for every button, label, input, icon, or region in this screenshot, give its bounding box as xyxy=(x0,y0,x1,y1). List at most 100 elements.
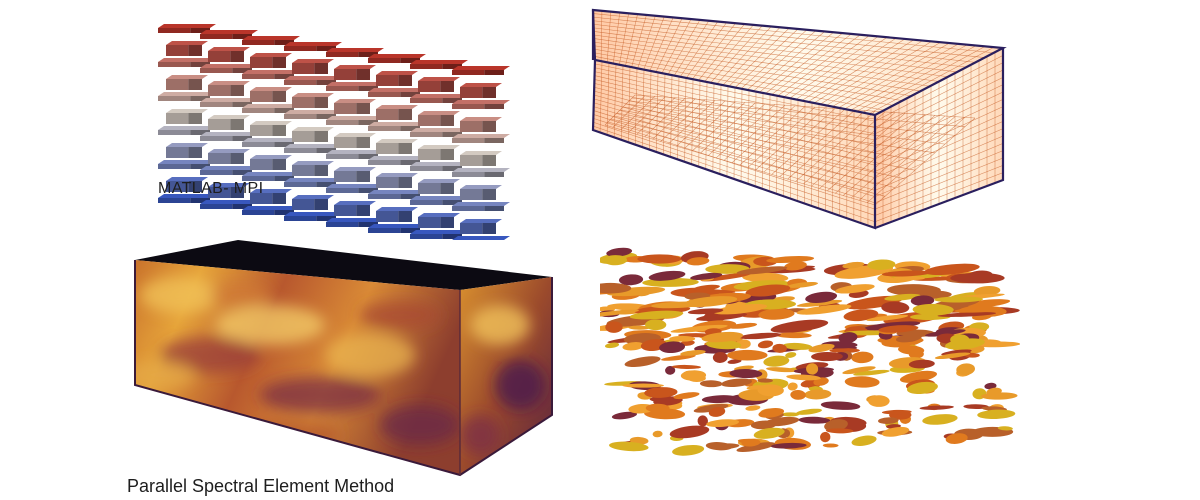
slab-front xyxy=(208,119,231,130)
isosurface-streak xyxy=(842,366,876,375)
isosurface-streak xyxy=(782,342,813,350)
isosurface-streak xyxy=(693,289,736,294)
mesh-line xyxy=(593,114,876,204)
isosurface-streak xyxy=(919,405,954,410)
slab-front xyxy=(376,211,399,222)
isosurface-streak xyxy=(868,395,890,407)
slab-top xyxy=(284,144,342,148)
isosurface-streak xyxy=(757,384,784,397)
slab-side xyxy=(232,34,252,39)
isosurface-streak xyxy=(609,441,649,452)
isosurface-streak xyxy=(708,406,726,417)
mesh-line xyxy=(610,118,896,188)
slab-front xyxy=(208,153,231,164)
slab-top xyxy=(208,47,250,51)
isosurface-streak xyxy=(912,303,954,316)
slab-top xyxy=(334,99,376,103)
field-blob xyxy=(215,305,325,345)
slab-top xyxy=(326,150,384,154)
slab-side xyxy=(188,79,202,90)
field-blob xyxy=(380,405,460,445)
slab-side xyxy=(400,126,420,131)
isosurface-streak xyxy=(705,340,742,350)
slab-side xyxy=(274,210,294,215)
slab-front xyxy=(376,109,399,120)
mesh-line xyxy=(593,118,876,210)
isosurface-streak xyxy=(934,296,984,303)
caption-parallel-spectral-element-method: Parallel Spectral Element Method xyxy=(127,476,395,496)
slab-side xyxy=(316,80,336,85)
slab-front xyxy=(292,97,315,108)
slab-top xyxy=(284,110,342,114)
slab-top xyxy=(200,166,258,170)
slab-front xyxy=(158,62,191,67)
slab-front xyxy=(460,155,483,166)
slab-front xyxy=(284,216,317,221)
slab-side xyxy=(358,188,378,193)
slab-side xyxy=(230,187,244,198)
slab-side xyxy=(400,92,420,97)
isosurface-streak xyxy=(713,303,768,315)
slab-side xyxy=(190,198,210,203)
slab-front xyxy=(368,92,401,97)
slab-front xyxy=(418,115,441,126)
slab-top xyxy=(200,132,258,136)
slab-front xyxy=(460,121,483,132)
slab-side xyxy=(272,193,286,204)
slab-top xyxy=(166,41,208,45)
mesh-line xyxy=(874,150,1004,204)
isosurface-streak xyxy=(864,321,921,331)
slab-top xyxy=(166,177,208,181)
isosurface-streak xyxy=(618,274,644,286)
isosurface-streak xyxy=(600,282,632,294)
mesh-line xyxy=(593,20,976,63)
stack-column xyxy=(200,30,258,209)
isosurface-streak xyxy=(687,308,724,315)
slab-top xyxy=(158,58,216,62)
mesh-line xyxy=(594,67,876,128)
slab-top xyxy=(250,53,292,57)
isosurface-streak xyxy=(825,428,854,434)
slab-top xyxy=(158,24,216,28)
slab-side xyxy=(274,142,294,147)
slab-side xyxy=(398,211,412,222)
isosurface-streak xyxy=(661,354,696,361)
slab-side xyxy=(484,206,504,211)
slab-side xyxy=(274,40,294,45)
slab-front xyxy=(452,138,485,143)
slab-front xyxy=(418,81,441,92)
slab-front xyxy=(242,108,275,113)
slab-front xyxy=(292,131,315,142)
isosurface-streak xyxy=(669,335,696,342)
slab-side xyxy=(400,58,420,63)
slab-front xyxy=(250,159,273,170)
slab-top xyxy=(250,189,292,193)
isosurface-streak xyxy=(941,349,972,356)
isosurface-streak xyxy=(835,284,875,294)
slab-side xyxy=(190,164,210,169)
isosurface-streak xyxy=(686,257,710,266)
isosurface-streak xyxy=(629,310,684,320)
slab-front xyxy=(460,189,483,200)
isosurface-streak xyxy=(806,363,819,375)
slab-side xyxy=(398,75,412,86)
isosurface-streak xyxy=(600,309,639,317)
isosurface-streak xyxy=(954,307,1000,313)
isosurface-streak xyxy=(844,376,880,388)
isosurface-streak xyxy=(881,270,931,277)
slab-side xyxy=(232,170,252,175)
isosurface-streak xyxy=(838,332,858,344)
slab-top xyxy=(460,219,502,223)
isosurface-streak xyxy=(820,431,831,443)
isosurface-streak xyxy=(786,374,821,381)
isosurface-streak xyxy=(881,426,910,437)
slab-side xyxy=(356,205,370,216)
isosurface-streak xyxy=(977,409,1016,420)
slab-front xyxy=(334,69,357,80)
isosurface-streak xyxy=(622,383,664,388)
mesh-line xyxy=(593,121,876,216)
field-blob xyxy=(260,377,380,413)
slab-side xyxy=(230,85,244,96)
mesh-line xyxy=(593,98,876,179)
slab-top xyxy=(158,126,216,130)
